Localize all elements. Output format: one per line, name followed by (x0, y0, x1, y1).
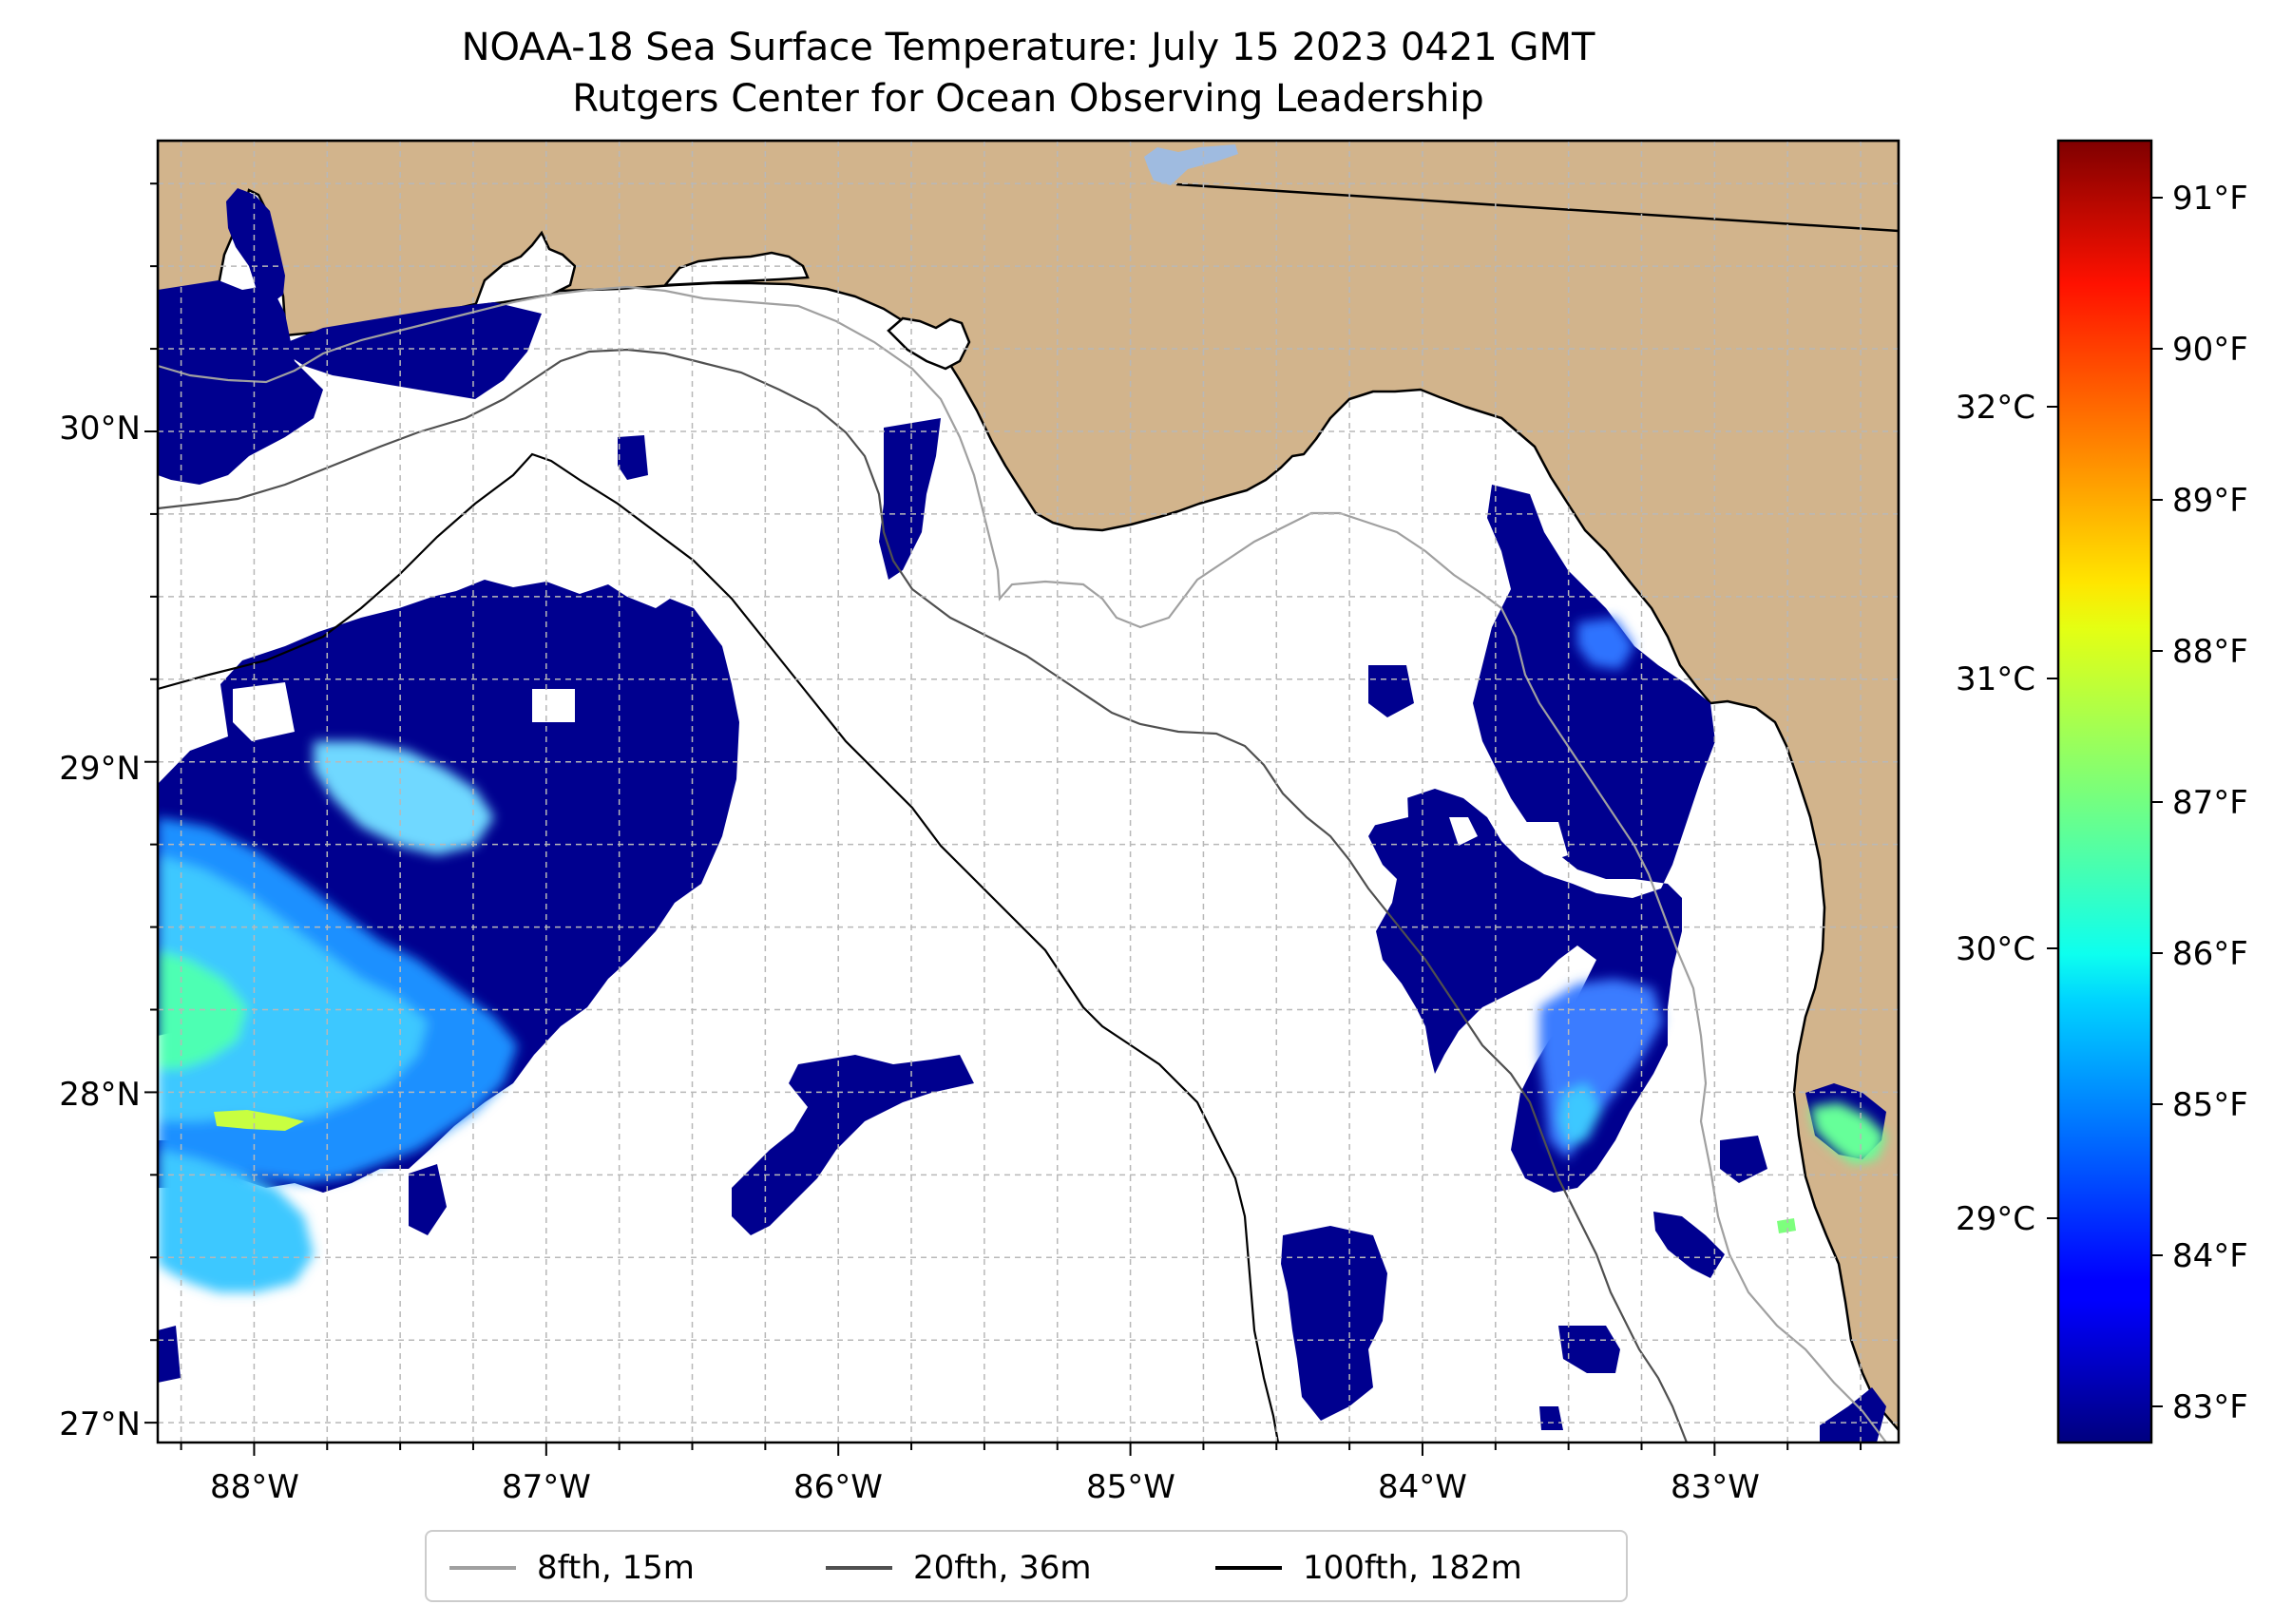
sst-patch-small6 (1653, 1212, 1725, 1278)
lon-tick-label: 88°W (210, 1468, 299, 1506)
sst-patch-south-tip (1820, 1387, 1886, 1442)
legend-swatch (826, 1566, 892, 1570)
legend-label: 100fth, 182m (1303, 1549, 1522, 1587)
colorbar-c-label: 30°C (1956, 930, 2035, 968)
colorbar-f-label: 84°F (2172, 1237, 2248, 1275)
lat-tick-label: 27°N (59, 1405, 141, 1443)
lake (1144, 144, 1238, 185)
colorbar-f-label: 85°F (2172, 1086, 2248, 1124)
lat-tick-label: 30°N (59, 410, 141, 448)
legend-item-15m: 8fth, 15m (449, 1532, 695, 1604)
sst-patch-small3 (409, 1164, 447, 1235)
sst-patch-small7 (1539, 1406, 1563, 1430)
sst-warm-spot (1777, 1218, 1796, 1233)
colorbar-gradient (2056, 139, 2153, 1444)
isobath-15m (158, 285, 1887, 1442)
sst-patch-bay (226, 188, 285, 304)
sst-warm-inner (314, 741, 494, 855)
colorbar-f-label: 90°F (2172, 331, 2248, 369)
colorbar-celsius-labels: 32°C 31°C 30°C 29°C (1956, 389, 2035, 1238)
colorbar-f-label: 88°F (2172, 633, 2248, 671)
isobath-legend: 8fth, 15m 20fth, 36m 100fth, 182m (425, 1530, 1628, 1602)
choctawhatchee-bay (662, 251, 810, 287)
lat-tick-label: 29°N (59, 750, 141, 788)
legend-label: 8fth, 15m (537, 1549, 695, 1587)
map-title: NOAA-18 Sea Surface Temperature: July 15… (461, 26, 1595, 69)
colorbar-ticks (2047, 197, 2163, 1407)
sst-patch-coast (276, 302, 542, 399)
sst-patch-small5 (1720, 1136, 1767, 1183)
lon-tick-label: 87°W (502, 1468, 591, 1506)
sst-warm-mid (1577, 618, 1634, 670)
colorbar-f-label: 86°F (2172, 935, 2248, 973)
lat-tick-label: 28°N (59, 1076, 141, 1114)
colorbar-fahrenheit-labels: 91°F 90°F 89°F 88°F 87°F 86°F 85°F 84°F … (2172, 180, 2248, 1426)
lat-axis-labels: 30°N 29°N 28°N 27°N (59, 410, 141, 1443)
sst-patch-south3 (1558, 1326, 1620, 1373)
sst-patch-small2 (1368, 665, 1414, 717)
state-border (1175, 182, 1899, 233)
sst-warm-streak (214, 1110, 304, 1131)
colorbar-c-label: 29°C (1956, 1200, 2035, 1238)
lon-tick-label: 83°W (1671, 1468, 1760, 1506)
sst-coverage (158, 188, 1886, 1442)
map-frame (156, 139, 1900, 1444)
legend-item-36m: 20fth, 36m (826, 1532, 1092, 1604)
colorbar-c-label: 31°C (1956, 660, 2035, 698)
legend-label: 20fth, 36m (913, 1549, 1092, 1587)
cloud-hole-1 (532, 689, 575, 722)
cloud-hole-5 (1520, 822, 1568, 865)
lon-tick-label: 86°W (793, 1468, 883, 1506)
sst-patch-south2 (1281, 1226, 1387, 1421)
lon-tick-label: 84°W (1378, 1468, 1467, 1506)
sst-warm-core (158, 855, 428, 1121)
st-andrew-bay (887, 316, 971, 371)
sst-patch-northwest (158, 280, 323, 485)
axis-ticks (144, 182, 1862, 1456)
sst-patch-south1 (732, 1055, 974, 1235)
colorbar: 91°F 90°F 89°F 88°F 87°F 86°F 85°F 84°F … (1956, 139, 2248, 1444)
legend-item-182m: 100fth, 182m (1215, 1532, 1522, 1604)
sst-patch-small1 (618, 435, 648, 480)
lon-axis-labels: 88°W 87°W 86°W 85°W 84°W 83°W (210, 1468, 1760, 1506)
map-panel (158, 141, 1899, 1442)
sst-warm-east-core (1558, 1083, 1601, 1145)
map-subtitle: Rutgers Center for Ocean Observing Leade… (572, 77, 1484, 121)
sst-patch-cape (879, 418, 941, 580)
colorbar-f-label: 87°F (2172, 784, 2248, 822)
cloud-hole-4 (1449, 817, 1478, 846)
sst-warm-south (158, 1150, 314, 1292)
cloud-hole-3 (1349, 768, 1408, 827)
lon-tick-label: 85°W (1086, 1468, 1175, 1506)
colorbar-f-label: 89°F (2172, 482, 2248, 520)
cloud-hole-2 (233, 682, 295, 741)
colorbar-c-label: 32°C (1956, 389, 2035, 427)
legend-swatch (449, 1566, 516, 1570)
colorbar-f-label: 83°F (2172, 1388, 2248, 1426)
sst-warm-se (1810, 1102, 1886, 1164)
legend-swatch (1215, 1566, 1282, 1570)
colorbar-f-label: 91°F (2172, 180, 2248, 218)
gridlines (158, 141, 1899, 1442)
